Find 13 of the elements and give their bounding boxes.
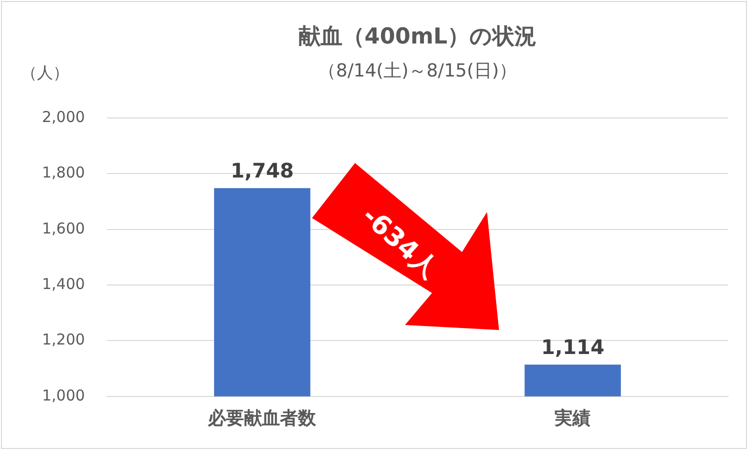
y-tick-label: 1,000	[42, 386, 85, 404]
data-label: 1,748	[230, 158, 294, 182]
chart-title: 献血（400mL）の状況	[298, 24, 536, 50]
y-tick-label: 1,600	[42, 219, 85, 238]
y-axis-title: （人）	[21, 63, 69, 82]
y-tick-label: 2,000	[42, 108, 85, 126]
x-tick-label: 必要献血者数	[207, 408, 318, 429]
x-tick-label: 実績	[554, 408, 591, 429]
y-tick-label: 1,800	[42, 164, 85, 182]
y-tick-label: 1,200	[42, 330, 85, 349]
data-label: 1,114	[541, 334, 604, 359]
chart-subtitle: （8/14(土)～8/15(日)）	[318, 60, 517, 82]
y-tick-label: 1,400	[42, 274, 85, 293]
